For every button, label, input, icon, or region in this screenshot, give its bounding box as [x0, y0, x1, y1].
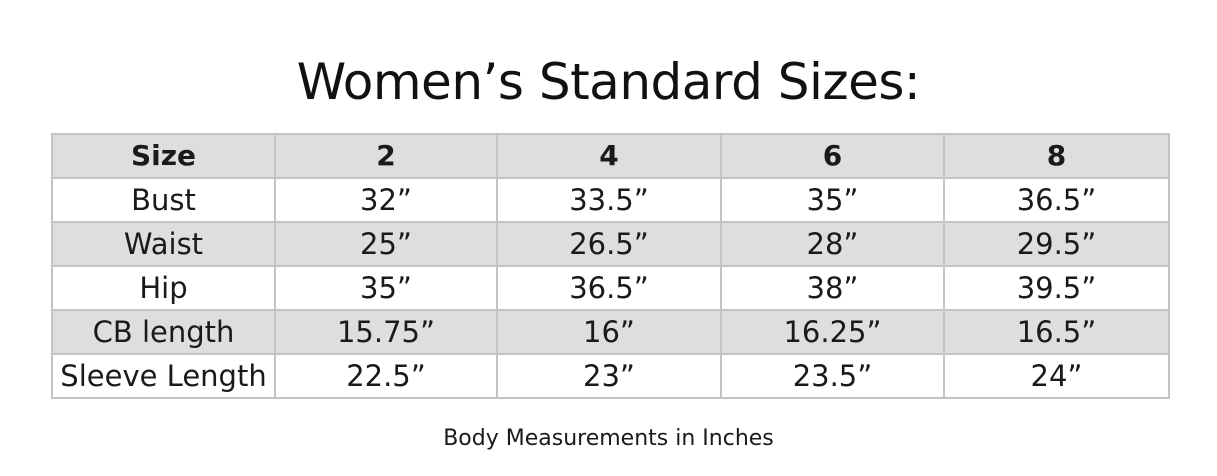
table-cell: 15.75” [274, 309, 498, 355]
header-cell-size: Size [51, 133, 276, 179]
row-label-hip: Hip [51, 265, 276, 311]
table-row-cb-length: CB length 15.75” 16” 16.25” 16.5” [51, 309, 1170, 355]
table-row-hip: Hip 35” 36.5” 38” 39.5” [51, 265, 1170, 311]
row-label-bust: Bust [51, 177, 276, 223]
header-cell-size-6: 6 [720, 133, 945, 179]
table-cell: 22.5” [274, 353, 498, 399]
row-label-cb-length: CB length [51, 309, 276, 355]
table-row-bust: Bust 32” 33.5” 35” 36.5” [51, 177, 1170, 223]
table-row-waist: Waist 25” 26.5” 28” 29.5” [51, 221, 1170, 267]
row-label-sleeve-length: Sleeve Length [51, 353, 276, 399]
table-cell: 25” [274, 221, 498, 267]
table-row-sleeve-length: Sleeve Length 22.5” 23” 23.5” 24” [51, 353, 1170, 399]
table-cell: 23” [496, 353, 722, 399]
table-caption: Body Measurements in Inches [443, 426, 774, 451]
table-cell: 33.5” [496, 177, 722, 223]
table-cell: 36.5” [943, 177, 1170, 223]
header-cell-size-4: 4 [496, 133, 722, 179]
table-cell: 16.25” [720, 309, 945, 355]
header-cell-size-2: 2 [274, 133, 498, 179]
row-label-waist: Waist [51, 221, 276, 267]
table-cell: 16” [496, 309, 722, 355]
table-cell: 26.5” [496, 221, 722, 267]
table-cell: 36.5” [496, 265, 722, 311]
table-cell: 29.5” [943, 221, 1170, 267]
table-cell: 35” [720, 177, 945, 223]
table-cell: 39.5” [943, 265, 1170, 311]
table-cell: 16.5” [943, 309, 1170, 355]
table-cell: 32” [274, 177, 498, 223]
table-cell: 35” [274, 265, 498, 311]
page-title: Women’s Standard Sizes: [296, 53, 921, 111]
table-cell: 28” [720, 221, 945, 267]
header-cell-size-8: 8 [943, 133, 1170, 179]
size-chart-table: Size 2 4 6 8 Bust 32” 33.5” 35” 36.5” Wa… [51, 133, 1170, 399]
table-cell: 38” [720, 265, 945, 311]
table-header-row: Size 2 4 6 8 [51, 133, 1170, 179]
table-cell: 24” [943, 353, 1170, 399]
table-cell: 23.5” [720, 353, 945, 399]
